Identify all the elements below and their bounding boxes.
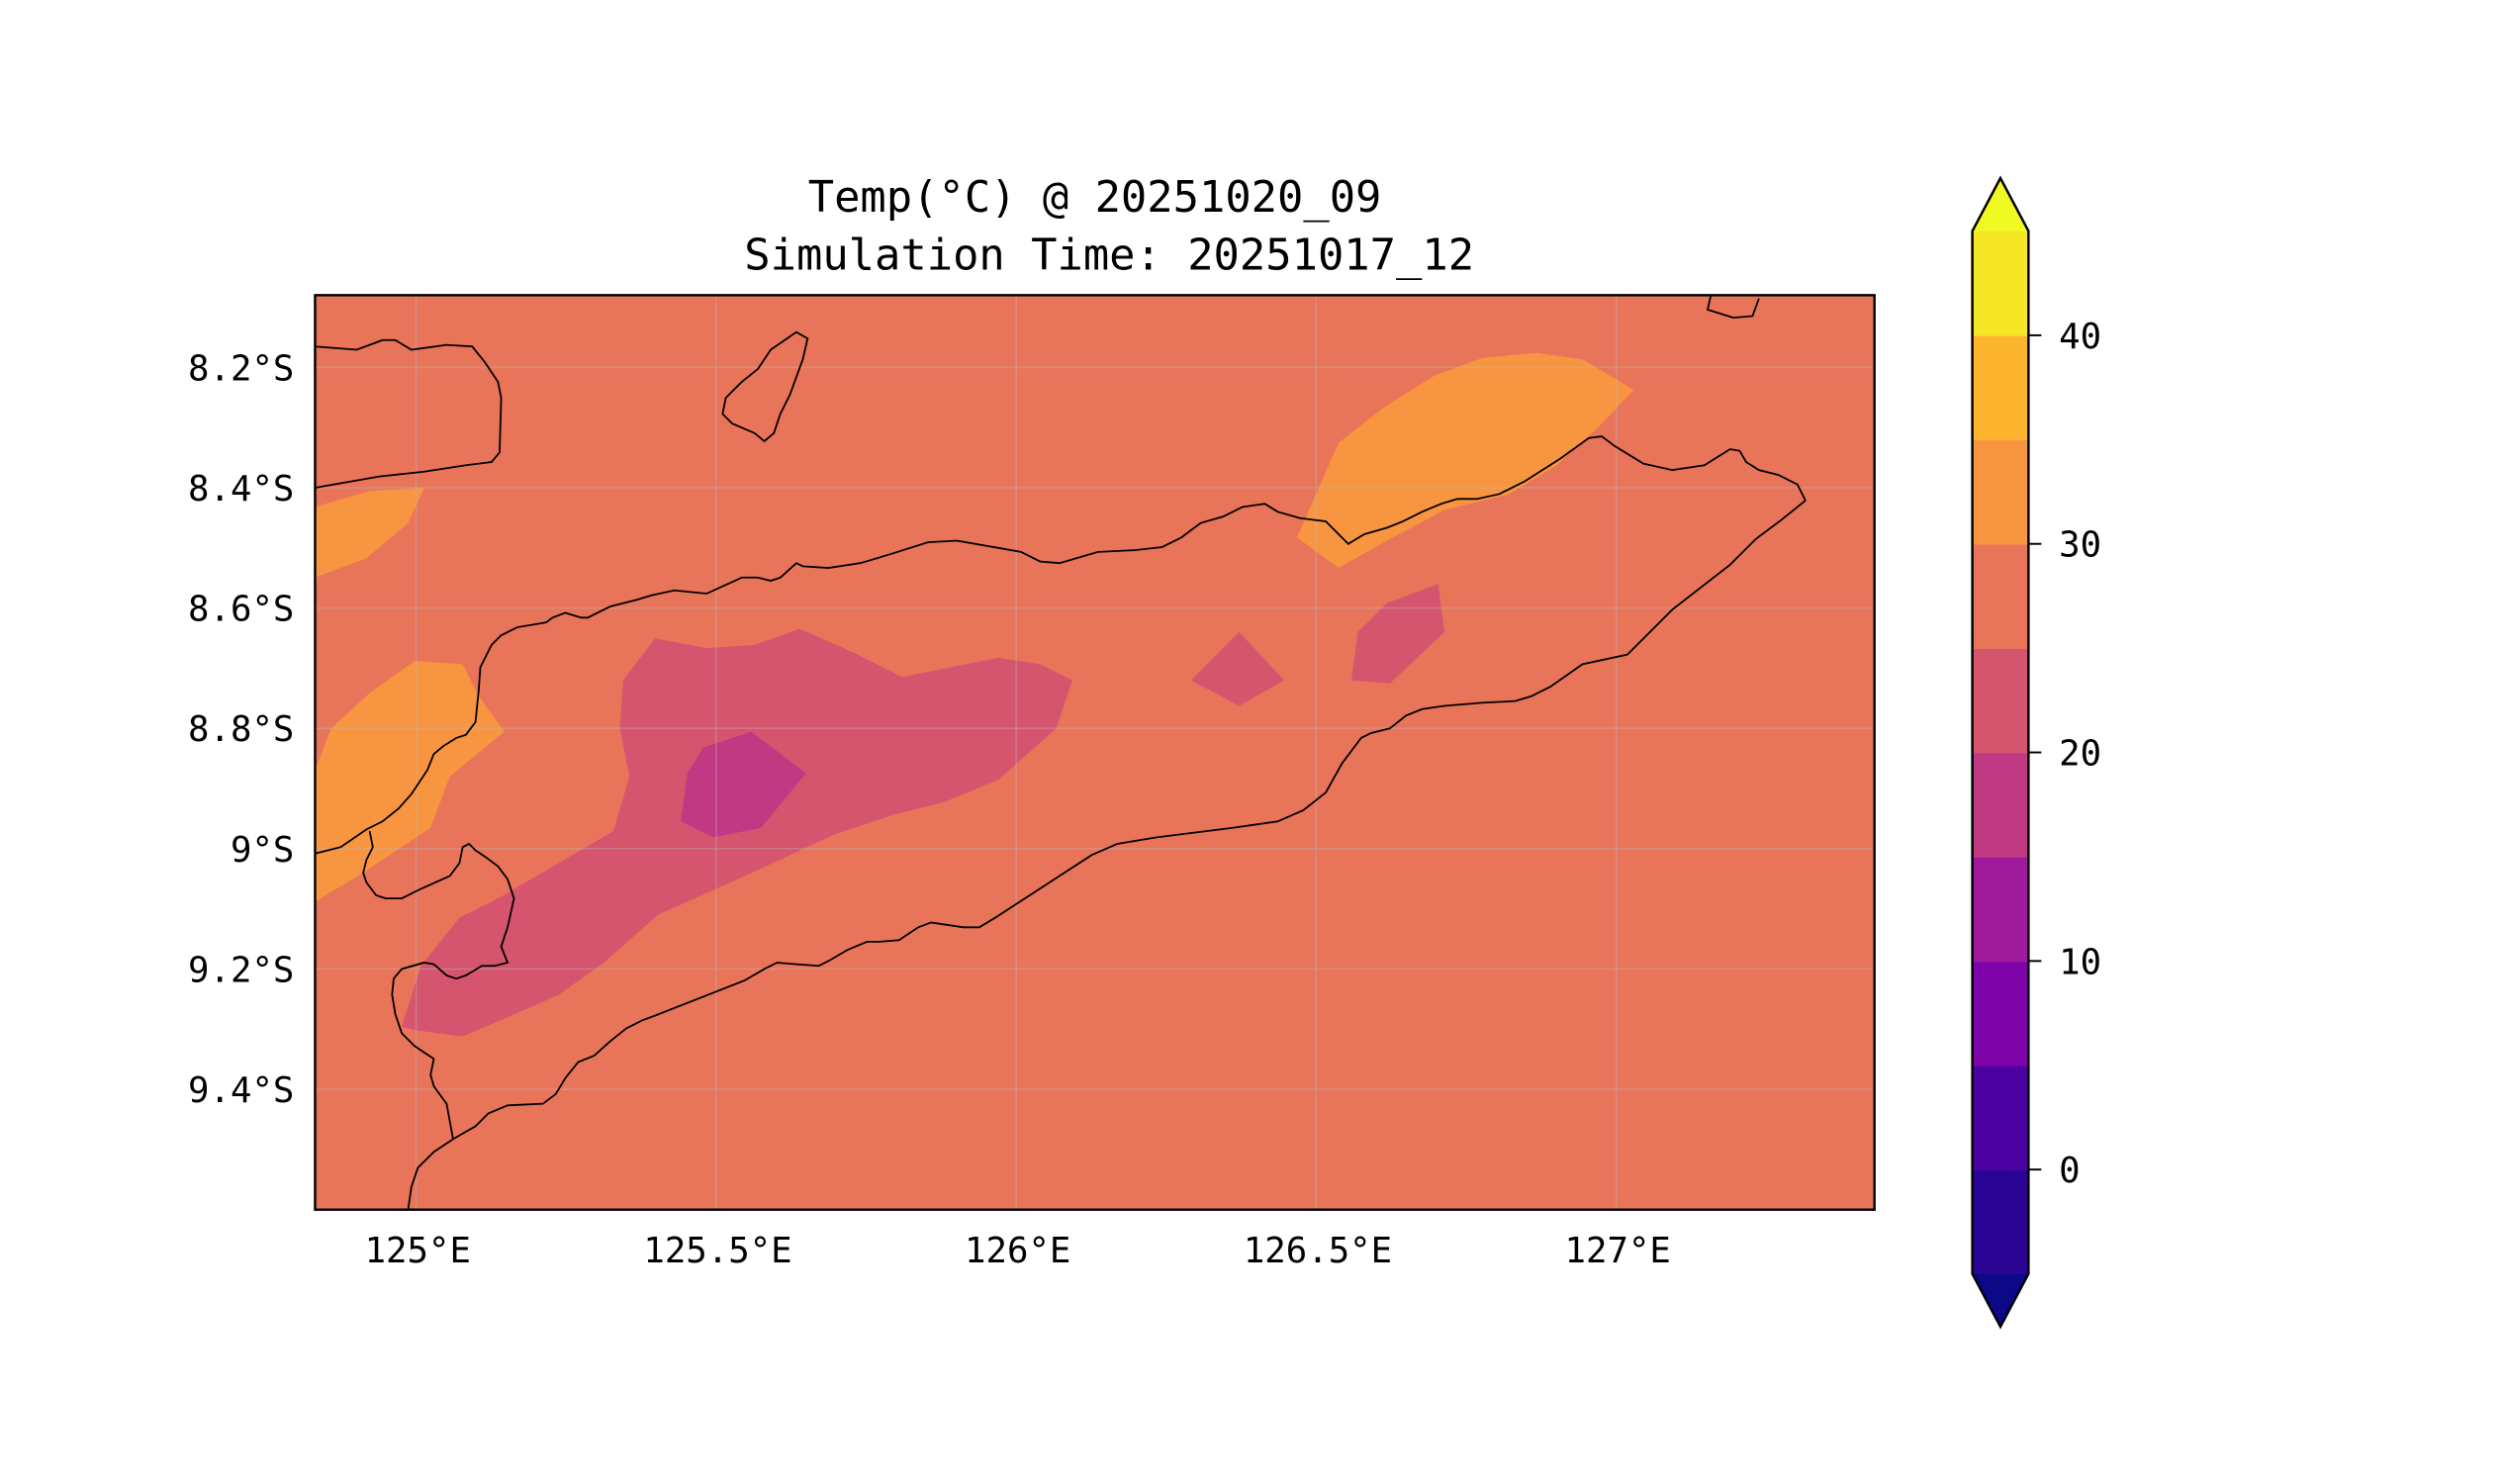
- colorbar-under-triangle: [1972, 1273, 2029, 1328]
- colorbar: 0 10 20 30 40: [1971, 175, 2101, 1330]
- contour-30-35-northwest: [315, 487, 424, 578]
- x-axis: 125°E 125.5°E 126°E 126.5°E 127°E: [365, 1231, 1671, 1271]
- x-tick-label: 127°E: [1565, 1231, 1671, 1271]
- colorbar-segment: [1972, 752, 2029, 858]
- colorbar-segment: [1972, 231, 2029, 336]
- y-tick-label: 8.8°S: [188, 709, 294, 750]
- colorbar-segment: [1972, 961, 2029, 1067]
- x-tick-label: 126.5°E: [1244, 1231, 1392, 1271]
- y-tick-label: 8.6°S: [188, 590, 294, 630]
- colorbar-segment: [1972, 1169, 2029, 1275]
- colorbar-tick-label: 0: [2059, 1151, 2080, 1191]
- colorbar-segment: [1972, 1065, 2029, 1170]
- coastlines: [315, 295, 1807, 1210]
- map-frame: [314, 294, 1876, 1211]
- contour-30-35-west: [315, 661, 505, 902]
- coastline-timor-north: [315, 435, 1807, 855]
- colorbar-segment: [1972, 856, 2029, 963]
- y-tick-label: 8.2°S: [188, 348, 294, 389]
- colorbar-over-triangle: [1972, 178, 2029, 232]
- contour-30-35-northeast: [1296, 352, 1634, 569]
- colorbar-segment: [1972, 439, 2029, 545]
- contour-15-20-core: [681, 731, 806, 838]
- coastline-timor-south: [407, 500, 1807, 1210]
- y-tick-label: 8.4°S: [188, 469, 294, 510]
- y-tick-label: 9°S: [231, 830, 294, 871]
- y-tick-label: 9.4°S: [188, 1070, 294, 1111]
- colorbar-tick-label: 20: [2059, 734, 2101, 775]
- contour-20-25-east-a: [1190, 631, 1284, 706]
- colorbar-tick-label: 30: [2059, 525, 2101, 566]
- chart-title: Temp(°C) @ 20251020_09: [808, 172, 1382, 223]
- colorbar-tick-label: 40: [2059, 317, 2101, 357]
- coastline-northwest-island: [315, 338, 503, 489]
- x-tick-label: 125.5°E: [643, 1231, 791, 1271]
- contour-20-25-east-b: [1351, 584, 1445, 684]
- colorbar-segment: [1972, 543, 2029, 649]
- colorbar-outline: [1971, 175, 2030, 1330]
- contour-25-30-background: [315, 295, 1875, 1210]
- y-axis: 8.2°S 8.4°S 8.6°S 8.8°S 9°S 9.2°S 9.4°S: [188, 348, 294, 1111]
- chart-subtitle: Simulation Time: 20251017_12: [744, 230, 1474, 280]
- map-area: [315, 295, 1875, 1210]
- colorbar-segment: [1972, 334, 2029, 441]
- coastline-northeast-islet: [1706, 295, 1760, 319]
- x-tick-label: 126°E: [965, 1231, 1070, 1271]
- x-tick-label: 125°E: [365, 1231, 471, 1271]
- colorbar-segment: [1972, 648, 2029, 754]
- y-tick-label: 9.2°S: [188, 950, 294, 990]
- colorbar-tick-label: 10: [2059, 942, 2101, 982]
- coastline-oecusse-border: [362, 830, 515, 1140]
- coastline-small-island: [721, 330, 809, 443]
